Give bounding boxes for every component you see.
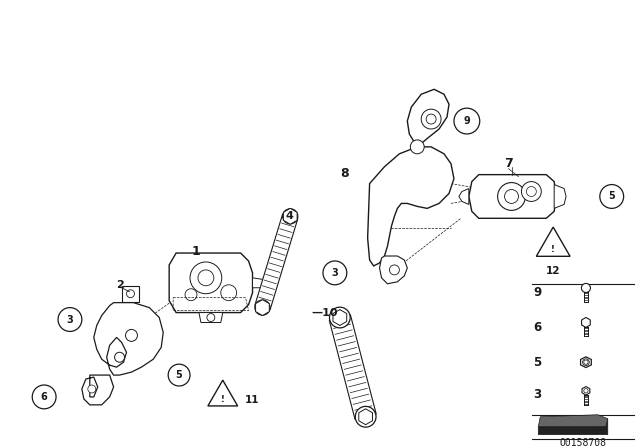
Polygon shape [367,147,454,266]
Circle shape [198,270,214,286]
Polygon shape [82,375,114,405]
Text: 6: 6 [41,392,47,402]
Polygon shape [469,175,556,218]
Text: O0158708: O0158708 [559,438,607,448]
Circle shape [168,364,190,386]
Polygon shape [199,313,223,323]
Polygon shape [169,253,253,313]
Circle shape [190,262,222,294]
Circle shape [283,209,298,224]
Circle shape [581,284,591,293]
Circle shape [504,190,518,203]
Text: 11: 11 [244,395,259,405]
Polygon shape [538,415,608,426]
Circle shape [127,290,134,297]
Circle shape [58,308,82,332]
Polygon shape [459,189,469,204]
Circle shape [584,388,588,393]
Text: 5: 5 [609,191,615,202]
Polygon shape [208,380,237,406]
Circle shape [421,109,441,129]
Polygon shape [554,185,566,208]
Text: 4: 4 [285,211,293,221]
Text: 9: 9 [533,286,541,299]
Circle shape [454,108,480,134]
Text: 9: 9 [463,116,470,126]
Text: 7: 7 [504,157,513,170]
Text: 3: 3 [332,268,339,278]
Circle shape [498,183,525,211]
Polygon shape [407,89,449,147]
Circle shape [390,265,399,275]
Polygon shape [255,214,298,310]
Circle shape [600,185,623,208]
Text: 1: 1 [191,245,200,258]
Circle shape [355,406,376,427]
Polygon shape [380,256,407,284]
Text: —10: —10 [312,308,338,318]
Circle shape [330,307,350,328]
Circle shape [32,385,56,409]
Polygon shape [253,278,268,288]
Polygon shape [255,300,269,315]
Circle shape [207,314,215,322]
Polygon shape [538,419,608,435]
Circle shape [323,261,347,285]
Circle shape [88,385,96,393]
Circle shape [115,352,125,362]
Text: 5: 5 [533,356,541,369]
Text: 8: 8 [340,167,349,180]
Polygon shape [580,357,591,367]
Text: 6: 6 [533,321,541,334]
Text: 12: 12 [546,266,561,276]
Circle shape [185,289,197,301]
Text: 3: 3 [67,314,74,324]
Text: 3: 3 [533,388,541,401]
Circle shape [522,181,541,202]
Polygon shape [582,387,590,395]
Circle shape [410,140,424,154]
Circle shape [255,300,270,315]
Polygon shape [122,286,140,302]
Polygon shape [536,227,570,256]
Polygon shape [582,318,590,327]
Text: !: ! [221,396,225,405]
Text: 5: 5 [176,370,182,380]
Circle shape [221,285,237,301]
Circle shape [426,114,436,124]
Circle shape [584,360,588,364]
Text: !: ! [551,245,555,254]
Polygon shape [333,310,347,325]
Circle shape [582,359,589,366]
Text: 2: 2 [116,280,124,290]
Circle shape [125,329,138,341]
Circle shape [526,186,536,197]
Polygon shape [359,409,372,425]
Polygon shape [330,315,376,419]
Polygon shape [284,208,297,224]
Polygon shape [94,303,163,375]
